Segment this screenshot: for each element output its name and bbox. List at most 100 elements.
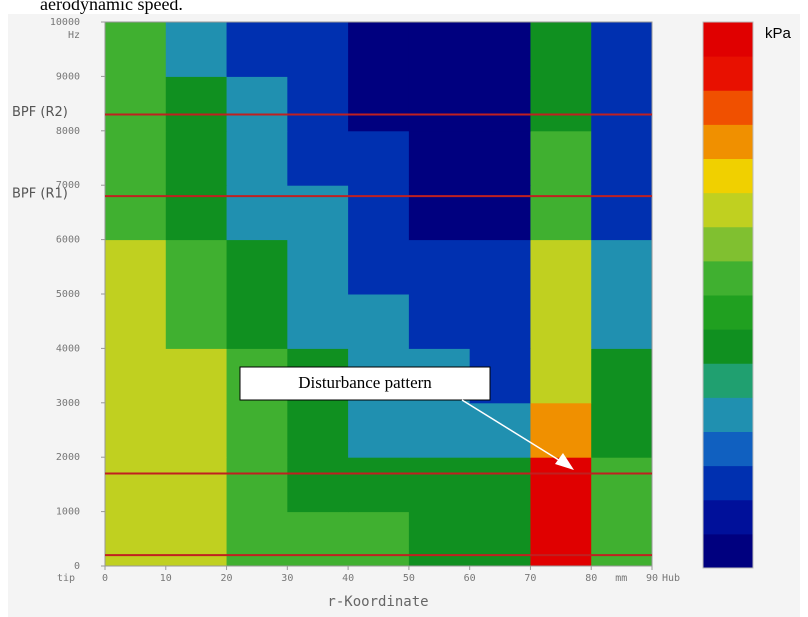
heat-cell: [408, 294, 471, 349]
x-tick-label: 70: [524, 573, 536, 584]
y-tick-label: 0: [74, 561, 80, 572]
heat-cell: [287, 294, 349, 349]
heat-cell: [165, 348, 228, 404]
x-tick-label: 90: [646, 573, 658, 584]
heat-cell: [591, 511, 653, 567]
y-tick-label: 10000: [50, 17, 80, 28]
colorbar-band: [703, 431, 753, 467]
heat-cell: [165, 294, 228, 349]
heat-cell: [226, 457, 288, 513]
heat-cell: [591, 402, 653, 458]
heat-cell: [287, 22, 349, 77]
heat-cell: [348, 402, 410, 458]
y-tick-label: 1000: [56, 507, 80, 518]
heat-cell: [348, 22, 410, 77]
heat-cell: [348, 76, 410, 132]
heat-cell: [591, 185, 653, 241]
heat-cell: [530, 457, 592, 513]
heat-cell: [591, 76, 653, 132]
heat-cell: [165, 457, 228, 513]
heat-cell: [105, 457, 167, 513]
colorbar-band: [703, 329, 753, 364]
colorbar-band: [703, 465, 753, 501]
heat-cell: [287, 402, 349, 458]
annotation-arrow: [461, 399, 563, 463]
heat-cell: [165, 22, 228, 77]
heat-cell: [226, 239, 288, 295]
x-tick-label: 0: [102, 573, 108, 584]
colorbar-band: [703, 499, 753, 535]
annotation-box: [239, 366, 491, 401]
heat-cell: [408, 76, 471, 132]
y-tick-label: 7000: [56, 180, 80, 191]
heat-cell: [469, 76, 531, 132]
x-tick-label: 40: [342, 573, 354, 584]
x-tick-label: 10: [160, 573, 172, 584]
heat-cell: [591, 239, 653, 295]
heat-cell: [469, 457, 531, 513]
x-start-label: tip: [57, 573, 75, 584]
caption: aerodynamic speed.: [40, 0, 183, 14]
heat-cell: [408, 457, 471, 513]
colorbar-band: [703, 124, 753, 159]
heat-cell: [530, 76, 592, 132]
x-tick-label: 30: [281, 573, 293, 584]
colorbar-band: [703, 533, 753, 569]
heat-cell: [226, 22, 288, 77]
y-tick-label: 2000: [56, 452, 80, 463]
x-tick-label: 20: [221, 573, 233, 584]
y-tick-label: 6000: [56, 235, 80, 246]
colorbar-band: [703, 192, 753, 228]
colorbar-band: [703, 397, 753, 432]
heatmap: [105, 22, 653, 567]
heat-cell: [105, 76, 167, 132]
y-tick-label: 9000: [56, 71, 80, 82]
y-unit: Hz: [68, 30, 80, 41]
heat-cell: [408, 22, 471, 77]
y-tick-label: 4000: [56, 343, 80, 354]
heat-cell: [469, 185, 531, 241]
heat-cell: [469, 239, 531, 295]
colorbar-band: [703, 22, 753, 57]
overlay: BPF (R2)BPF (R1)010002000300040005000600…: [12, 17, 680, 584]
colorbar-band: [703, 226, 753, 262]
heat-cell: [105, 348, 167, 404]
heat-cell: [287, 239, 349, 295]
heat-cell: [226, 130, 288, 186]
heat-cell: [165, 76, 228, 132]
heat-cell: [348, 294, 410, 349]
colorbar-band: [703, 158, 753, 194]
x-unit: mm: [615, 573, 627, 584]
heat-cell: [408, 511, 471, 567]
heat-cell: [348, 185, 410, 241]
heat-cell: [287, 76, 349, 132]
heat-cell: [165, 185, 228, 241]
heat-cell: [530, 294, 592, 349]
x-tick-label: 60: [464, 573, 476, 584]
y-tick-label: 5000: [56, 289, 80, 300]
y-tick-label: 3000: [56, 398, 80, 409]
bpf-label: BPF (R2): [12, 105, 68, 120]
heat-cell: [105, 402, 167, 458]
y-tick-label: 8000: [56, 126, 80, 137]
heat-cell: [287, 511, 349, 567]
heat-cell: [530, 511, 592, 567]
heat-cell: [408, 402, 471, 458]
heat-cell: [165, 402, 228, 458]
x-axis-label: r-Koordinate: [327, 594, 428, 610]
heat-cell: [165, 239, 228, 295]
heat-cell: [530, 348, 592, 404]
colorbar-band: [703, 56, 753, 91]
heat-cell: [105, 185, 167, 241]
heat-cell: [591, 130, 653, 186]
x-tick-label: 50: [403, 573, 415, 584]
arrow-head: [555, 453, 574, 470]
heat-cell: [226, 185, 288, 241]
heat-cell: [469, 22, 531, 77]
heat-cell: [226, 402, 288, 458]
heat-cell: [591, 294, 653, 349]
heat-cell: [530, 130, 592, 186]
heat-cell: [105, 239, 167, 295]
colorbar-band: [703, 295, 753, 330]
